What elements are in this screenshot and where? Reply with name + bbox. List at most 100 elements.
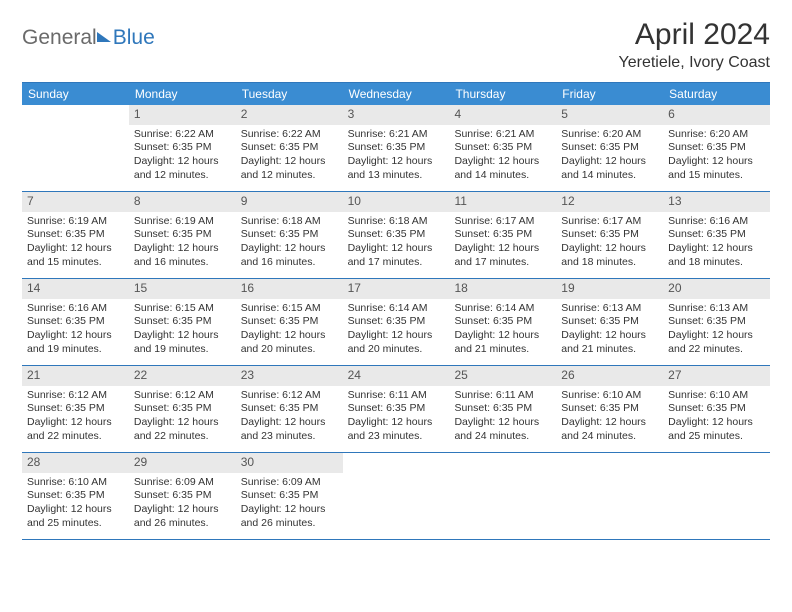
day-number: 2	[236, 105, 343, 125]
sunset-text: Sunset: 6:35 PM	[134, 228, 231, 242]
day-number: 20	[663, 279, 770, 299]
sunrise-text: Sunrise: 6:15 AM	[241, 302, 338, 316]
daylight-text: Daylight: 12 hours and 22 minutes.	[27, 416, 124, 443]
day-cell: 16Sunrise: 6:15 AMSunset: 6:35 PMDayligh…	[236, 279, 343, 365]
dow-thursday: Thursday	[449, 83, 556, 105]
sunset-text: Sunset: 6:35 PM	[348, 315, 445, 329]
day-number: 30	[236, 453, 343, 473]
logo-text-general: General	[22, 26, 97, 50]
calendar-page: General Blue April 2024 Yeretiele, Ivory…	[0, 0, 792, 540]
day-body: Sunrise: 6:16 AMSunset: 6:35 PMDaylight:…	[22, 299, 129, 361]
sunrise-text: Sunrise: 6:21 AM	[454, 128, 551, 142]
sunrise-text: Sunrise: 6:20 AM	[668, 128, 765, 142]
day-cell: .	[22, 105, 129, 191]
sunset-text: Sunset: 6:35 PM	[668, 228, 765, 242]
day-number: 21	[22, 366, 129, 386]
sunset-text: Sunset: 6:35 PM	[561, 315, 658, 329]
sunset-text: Sunset: 6:35 PM	[561, 141, 658, 155]
daylight-text: Daylight: 12 hours and 16 minutes.	[134, 242, 231, 269]
sunset-text: Sunset: 6:35 PM	[134, 315, 231, 329]
day-number: 5	[556, 105, 663, 125]
sunrise-text: Sunrise: 6:19 AM	[134, 215, 231, 229]
week-row: 14Sunrise: 6:16 AMSunset: 6:35 PMDayligh…	[22, 279, 770, 366]
week-row: .1Sunrise: 6:22 AMSunset: 6:35 PMDayligh…	[22, 105, 770, 192]
sunrise-text: Sunrise: 6:19 AM	[27, 215, 124, 229]
sunset-text: Sunset: 6:35 PM	[27, 315, 124, 329]
day-body: Sunrise: 6:10 AMSunset: 6:35 PMDaylight:…	[556, 386, 663, 448]
dow-sunday: Sunday	[22, 83, 129, 105]
dow-monday: Monday	[129, 83, 236, 105]
sunrise-text: Sunrise: 6:21 AM	[348, 128, 445, 142]
logo-triangle-icon	[97, 32, 111, 42]
day-body: Sunrise: 6:13 AMSunset: 6:35 PMDaylight:…	[663, 299, 770, 361]
sunset-text: Sunset: 6:35 PM	[27, 489, 124, 503]
day-cell: 10Sunrise: 6:18 AMSunset: 6:35 PMDayligh…	[343, 192, 450, 278]
day-cell: 26Sunrise: 6:10 AMSunset: 6:35 PMDayligh…	[556, 366, 663, 452]
day-cell: 14Sunrise: 6:16 AMSunset: 6:35 PMDayligh…	[22, 279, 129, 365]
daylight-text: Daylight: 12 hours and 26 minutes.	[134, 503, 231, 530]
daylight-text: Daylight: 12 hours and 21 minutes.	[561, 329, 658, 356]
logo-text-blue: Blue	[113, 26, 155, 50]
day-body: Sunrise: 6:21 AMSunset: 6:35 PMDaylight:…	[449, 125, 556, 187]
sunset-text: Sunset: 6:35 PM	[454, 402, 551, 416]
daylight-text: Daylight: 12 hours and 21 minutes.	[454, 329, 551, 356]
day-cell: 2Sunrise: 6:22 AMSunset: 6:35 PMDaylight…	[236, 105, 343, 191]
day-number: 27	[663, 366, 770, 386]
sunset-text: Sunset: 6:35 PM	[348, 141, 445, 155]
day-number: 10	[343, 192, 450, 212]
day-body: Sunrise: 6:11 AMSunset: 6:35 PMDaylight:…	[343, 386, 450, 448]
daylight-text: Daylight: 12 hours and 25 minutes.	[668, 416, 765, 443]
daylight-text: Daylight: 12 hours and 17 minutes.	[348, 242, 445, 269]
day-body: Sunrise: 6:17 AMSunset: 6:35 PMDaylight:…	[556, 212, 663, 274]
day-cell: 5Sunrise: 6:20 AMSunset: 6:35 PMDaylight…	[556, 105, 663, 191]
day-number: 9	[236, 192, 343, 212]
daylight-text: Daylight: 12 hours and 24 minutes.	[454, 416, 551, 443]
days-of-week-row: Sunday Monday Tuesday Wednesday Thursday…	[22, 83, 770, 105]
sunrise-text: Sunrise: 6:12 AM	[241, 389, 338, 403]
day-body: Sunrise: 6:12 AMSunset: 6:35 PMDaylight:…	[22, 386, 129, 448]
dow-saturday: Saturday	[663, 83, 770, 105]
day-body: Sunrise: 6:11 AMSunset: 6:35 PMDaylight:…	[449, 386, 556, 448]
day-number: 18	[449, 279, 556, 299]
day-cell: 17Sunrise: 6:14 AMSunset: 6:35 PMDayligh…	[343, 279, 450, 365]
day-body: Sunrise: 6:19 AMSunset: 6:35 PMDaylight:…	[22, 212, 129, 274]
sunset-text: Sunset: 6:35 PM	[241, 402, 338, 416]
day-body: Sunrise: 6:13 AMSunset: 6:35 PMDaylight:…	[556, 299, 663, 361]
sunrise-text: Sunrise: 6:15 AM	[134, 302, 231, 316]
dow-friday: Friday	[556, 83, 663, 105]
daylight-text: Daylight: 12 hours and 23 minutes.	[241, 416, 338, 443]
day-body: Sunrise: 6:18 AMSunset: 6:35 PMDaylight:…	[236, 212, 343, 274]
day-body: Sunrise: 6:15 AMSunset: 6:35 PMDaylight:…	[129, 299, 236, 361]
daylight-text: Daylight: 12 hours and 14 minutes.	[454, 155, 551, 182]
daylight-text: Daylight: 12 hours and 19 minutes.	[27, 329, 124, 356]
sunrise-text: Sunrise: 6:09 AM	[134, 476, 231, 490]
sunrise-text: Sunrise: 6:10 AM	[27, 476, 124, 490]
sunrise-text: Sunrise: 6:12 AM	[27, 389, 124, 403]
sunset-text: Sunset: 6:35 PM	[348, 228, 445, 242]
sunrise-text: Sunrise: 6:12 AM	[134, 389, 231, 403]
sunset-text: Sunset: 6:35 PM	[241, 141, 338, 155]
day-body: Sunrise: 6:14 AMSunset: 6:35 PMDaylight:…	[449, 299, 556, 361]
day-cell: 30Sunrise: 6:09 AMSunset: 6:35 PMDayligh…	[236, 453, 343, 539]
sunset-text: Sunset: 6:35 PM	[454, 315, 551, 329]
sunset-text: Sunset: 6:35 PM	[134, 489, 231, 503]
title-block: April 2024 Yeretiele, Ivory Coast	[619, 18, 770, 72]
day-body: Sunrise: 6:09 AMSunset: 6:35 PMDaylight:…	[236, 473, 343, 535]
sunset-text: Sunset: 6:35 PM	[668, 315, 765, 329]
sunrise-text: Sunrise: 6:16 AM	[668, 215, 765, 229]
daylight-text: Daylight: 12 hours and 20 minutes.	[348, 329, 445, 356]
daylight-text: Daylight: 12 hours and 20 minutes.	[241, 329, 338, 356]
day-number: 11	[449, 192, 556, 212]
week-row: 28Sunrise: 6:10 AMSunset: 6:35 PMDayligh…	[22, 453, 770, 540]
sunrise-text: Sunrise: 6:14 AM	[454, 302, 551, 316]
day-number: 7	[22, 192, 129, 212]
sunset-text: Sunset: 6:35 PM	[27, 228, 124, 242]
daylight-text: Daylight: 12 hours and 16 minutes.	[241, 242, 338, 269]
day-body: Sunrise: 6:09 AMSunset: 6:35 PMDaylight:…	[129, 473, 236, 535]
daylight-text: Daylight: 12 hours and 15 minutes.	[668, 155, 765, 182]
day-cell: 11Sunrise: 6:17 AMSunset: 6:35 PMDayligh…	[449, 192, 556, 278]
day-cell: 8Sunrise: 6:19 AMSunset: 6:35 PMDaylight…	[129, 192, 236, 278]
day-number: 25	[449, 366, 556, 386]
sunrise-text: Sunrise: 6:10 AM	[668, 389, 765, 403]
logo: General Blue	[22, 18, 155, 50]
